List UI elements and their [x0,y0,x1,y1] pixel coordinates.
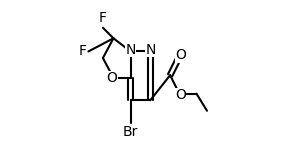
Text: N: N [145,43,156,57]
Text: Br: Br [123,125,138,139]
Text: O: O [107,71,117,85]
Text: F: F [99,11,107,25]
Text: N: N [125,43,136,57]
Text: O: O [175,48,186,62]
Text: F: F [79,44,87,59]
Text: O: O [175,88,186,102]
